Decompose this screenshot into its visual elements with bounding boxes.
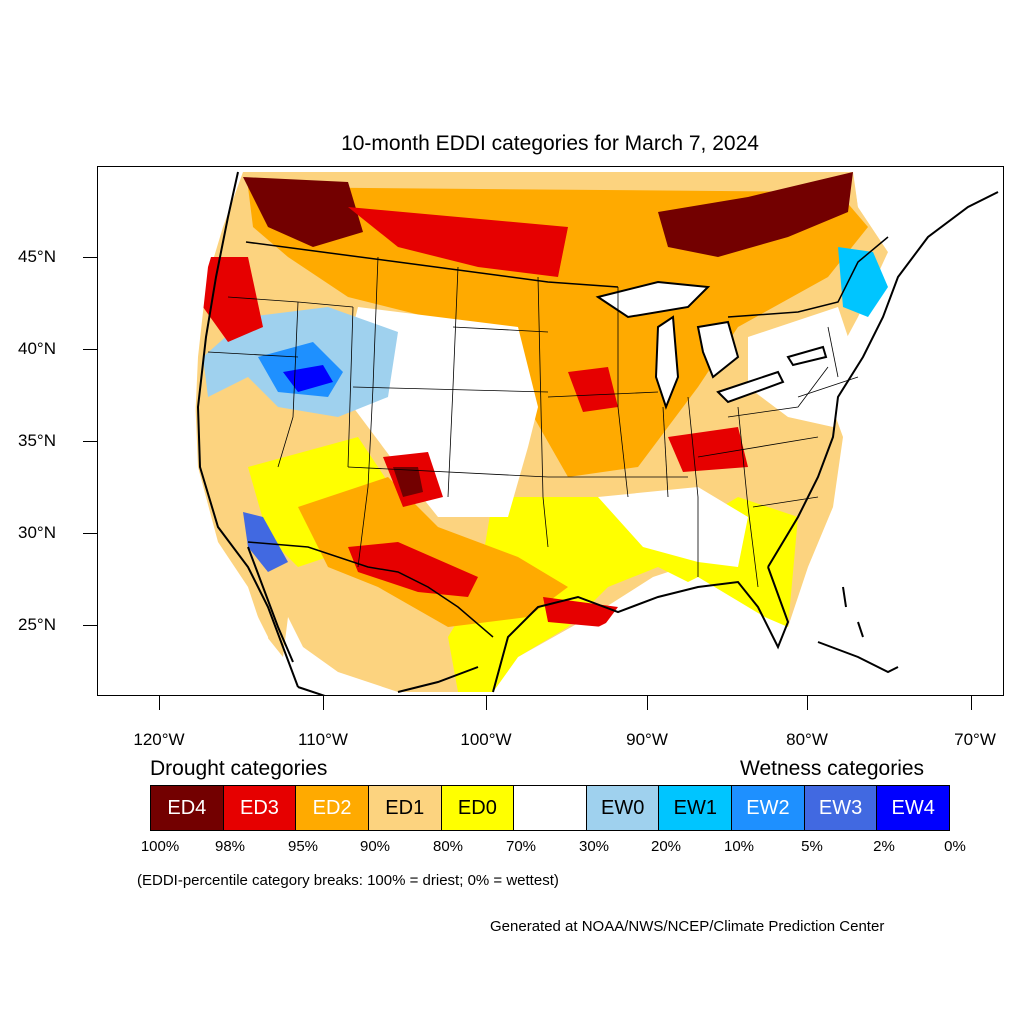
lon-label-120w: 120°W [133, 730, 185, 749]
lake-superior [595, 280, 711, 319]
legend-cell-ed4: ED4 [151, 786, 224, 830]
lon-label-90w: 90°W [626, 730, 668, 749]
ed2-zone-southwest [298, 477, 568, 627]
lon-tick-90w [647, 696, 648, 710]
coastline-west [196, 171, 299, 688]
lon-tick-80w [807, 696, 808, 710]
break-label: 20% [650, 838, 682, 855]
island-bahamas [842, 586, 864, 638]
legend-cell-ed0: ED0 [441, 786, 515, 830]
lat-label-40n: 40°N [18, 339, 56, 358]
legend-cell-ed1: ED1 [368, 786, 442, 830]
canada-mask [853, 167, 1003, 327]
ed4-zone-northwest [243, 177, 363, 247]
lat-tick-35n [83, 441, 97, 442]
lon-label-70w: 70°W [954, 730, 996, 749]
break-label: 90% [359, 838, 391, 855]
break-label: 98% [214, 838, 246, 855]
ed2-zone-north [248, 187, 868, 477]
lon-tick-100w [486, 696, 487, 710]
coastline-atlantic [767, 191, 999, 568]
legend-cell-ed3: ED3 [223, 786, 297, 830]
break-label: 80% [432, 838, 464, 855]
lon-tick-110w [323, 696, 324, 710]
map-title: 10-month EDDI categories for March 7, 20… [341, 132, 759, 155]
state-boundaries [207, 256, 859, 588]
lat-label-30n: 30°N [18, 523, 56, 542]
wetness-heading: Wetness categories [740, 757, 925, 780]
lat-label-45n: 45°N [18, 247, 56, 266]
break-label: 5% [801, 838, 823, 855]
ed3-zone-ohio-valley [668, 427, 748, 472]
pacific-ocean-mask [98, 167, 273, 695]
lake-michigan [654, 315, 680, 410]
lat-tick-40n [83, 349, 97, 350]
coastline-gulf [492, 566, 790, 693]
legend-cell-ew1: EW1 [659, 786, 733, 830]
lake-erie [716, 370, 785, 404]
normal-zone-southeast [598, 487, 748, 567]
legend-cell-ed2: ED2 [296, 786, 369, 830]
ed4-zone-new-mexico [393, 467, 423, 497]
lat-tick-25n [83, 625, 97, 626]
drought-heading: Drought categories [150, 757, 328, 780]
ed3-zone-north-plains [348, 207, 568, 277]
wet-zone-maine [838, 247, 888, 317]
ed3-zone-northwest [203, 257, 263, 342]
lat-label-25n: 25°N [18, 615, 56, 634]
break-label: 100% [140, 838, 180, 855]
legend-cell-ew4: EW4 [877, 786, 950, 830]
border-mexico [247, 541, 494, 638]
lon-label-100w: 100°W [460, 730, 512, 749]
category-note: (EDDI-percentile category breaks: 100% =… [137, 872, 559, 889]
border-canada [245, 236, 889, 318]
legend-cell-ew3: EW3 [804, 786, 878, 830]
legend-cell-ew0: EW0 [586, 786, 660, 830]
credit-line: Generated at NOAA/NWS/NCEP/Climate Predi… [490, 918, 885, 935]
legend-color-bar: ED4 ED3 ED2 ED1 ED0 EW0 EW1 EW2 EW3 EW4 [150, 785, 950, 831]
break-label: 95% [287, 838, 319, 855]
lake-ontario [786, 345, 828, 367]
wet-zone-great-basin-peak [283, 365, 333, 392]
ed3-zone-texas-border [348, 542, 478, 597]
coastline-mexico [297, 666, 479, 695]
map-frame [97, 166, 1004, 696]
lake-huron [696, 320, 740, 379]
eddi-map [98, 167, 1003, 695]
gulf-atlantic-mask [518, 577, 818, 695]
island-cuba [817, 641, 899, 674]
lon-label-110w: 110°W [298, 730, 348, 749]
break-label: 30% [578, 838, 610, 855]
lat-label-35n: 35°N [18, 431, 56, 450]
wet-zone-socal [243, 512, 288, 572]
ed3-zone-midwest [568, 367, 618, 412]
break-label: 70% [505, 838, 537, 855]
legend-cell-ew2: EW2 [732, 786, 805, 830]
lon-label-80w: 80°W [786, 730, 828, 749]
break-label: 0% [944, 838, 966, 855]
break-label: 2% [873, 838, 895, 855]
lat-tick-45n [83, 257, 97, 258]
lon-tick-120w [159, 696, 160, 710]
normal-zone-northeast [748, 307, 858, 427]
ed4-zone-great-lakes [658, 172, 853, 257]
coastline-baja [247, 546, 294, 663]
lon-tick-70w [971, 696, 972, 710]
legend-cell-normal [514, 786, 587, 830]
lat-tick-30n [83, 533, 97, 534]
break-label: 10% [723, 838, 755, 855]
